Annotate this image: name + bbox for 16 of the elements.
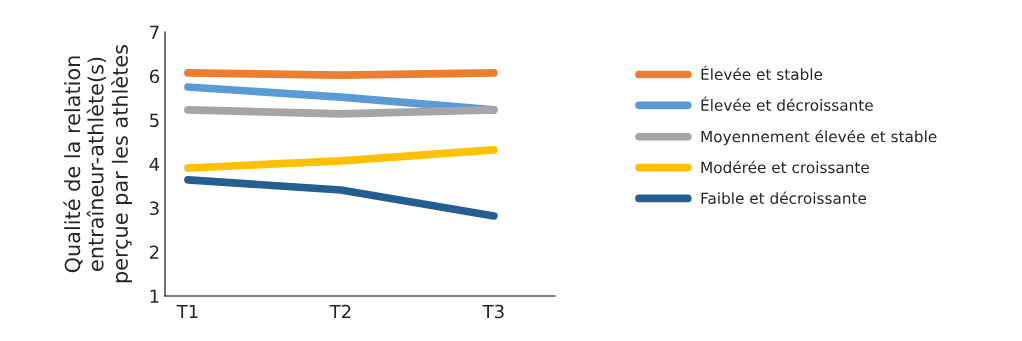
x-tick-label: T1 [176,304,198,319]
x-tick-label: T2 [329,304,351,319]
x-tick-label: T3 [482,304,504,319]
y-tick-label: 5 [150,113,159,128]
legend-label: Moyennement élevée et stable [701,129,937,146]
y-tick-label: 1 [150,289,159,303]
legend-label: Modérée et croissante [701,160,869,174]
legend-label: Élevée et décroissante [701,96,873,111]
legend-label: Faible et décroissante [701,191,867,204]
y-tick-label: 3 [150,201,159,216]
y-tick-label: 4 [149,157,160,171]
y-tick-label: 7 [150,25,159,39]
y-axis-title: Qualité de la relation entraîneur-athlète(s) perçue par les athlètes [63,44,132,283]
legend-label: Élevée et stable [701,65,823,81]
y-tick-label: 2 [149,245,159,259]
y-tick-label: 6 [149,69,159,84]
